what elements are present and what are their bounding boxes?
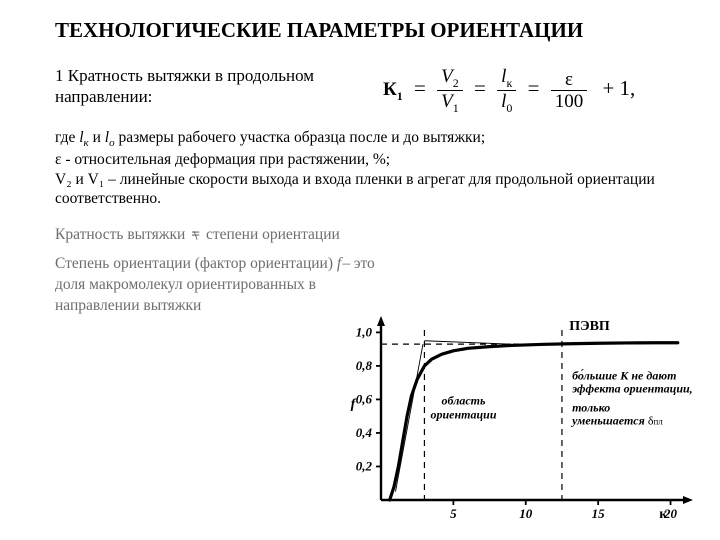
svg-text:область: область: [442, 393, 487, 407]
svg-text:0,8: 0,8: [356, 358, 373, 373]
svg-text:10: 10: [519, 506, 533, 521]
svg-text:0,2: 0,2: [356, 458, 373, 473]
svg-text:1,0: 1,0: [356, 324, 373, 339]
svg-text:бо́льшие К не дают: бо́льшие К не дают: [572, 368, 676, 382]
formula-label: К: [383, 79, 397, 100]
svg-text:только: только: [572, 400, 610, 414]
formula-k1: К1 = V2 V1 = lк l0 = ε 100 + 1,: [383, 65, 641, 114]
formula-tail: + 1,: [592, 76, 641, 100]
draw-ratio-caption: 1 Кратность вытяжки в продольном направл…: [55, 65, 365, 108]
svg-text:0,6: 0,6: [356, 391, 373, 406]
frac-v2-v1: V2 V1: [437, 67, 463, 114]
frac-lk-l0: lк l0: [497, 67, 516, 114]
frac-eps-100: ε 100: [551, 70, 588, 111]
orientation-chart: 51015200,20,40,60,81,0ПЭВПfкобластьориен…: [335, 310, 695, 525]
gray-notes: Кратность вытяжки = степени ориентации С…: [55, 225, 385, 317]
svg-text:уменьшается δпл: уменьшается δпл: [570, 413, 663, 427]
svg-text:15: 15: [592, 506, 606, 521]
svg-text:0,4: 0,4: [356, 425, 373, 440]
svg-text:эффекта ориентации,: эффекта ориентации,: [571, 381, 693, 395]
svg-text:ориентации: ориентации: [430, 407, 496, 421]
svg-text:5: 5: [450, 506, 457, 521]
definitions: где lк и lо размеры рабочего участка обр…: [55, 128, 680, 210]
row1: 1 Кратность вытяжки в продольном направл…: [55, 65, 680, 114]
svg-text:к: к: [659, 507, 668, 522]
svg-text:ПЭВП: ПЭВП: [569, 319, 610, 334]
page-title: ТЕХНОЛОГИЧЕСКИЕ ПАРАМЕТРЫ ОРИЕНТАЦИИ: [55, 18, 680, 43]
formula-label-sub: 1: [397, 89, 403, 103]
